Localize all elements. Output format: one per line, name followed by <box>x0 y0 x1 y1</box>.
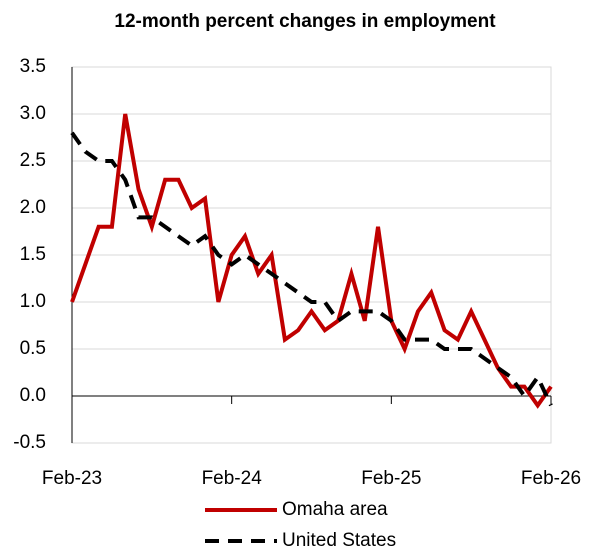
y-tick-label: -0.5 <box>13 432 46 453</box>
y-tick-label: 0.5 <box>20 338 46 359</box>
x-tick-label: Feb-26 <box>521 468 581 489</box>
series-line <box>70 113 553 409</box>
y-tick-label: 2.0 <box>20 197 46 218</box>
legend-label: Omaha area <box>282 499 388 520</box>
y-tick-label: 3.5 <box>20 56 46 77</box>
chart-title: 12-month percent changes in employment <box>114 11 496 32</box>
x-tick-label: Feb-24 <box>202 468 263 489</box>
series-line <box>70 131 553 407</box>
x-tick-label: Feb-25 <box>361 468 421 489</box>
y-tick-label: 1.5 <box>20 244 46 265</box>
y-tick-label: 1.0 <box>20 291 46 312</box>
y-tick-label: 2.5 <box>20 150 46 171</box>
y-tick-label: 3.0 <box>20 103 46 124</box>
x-tick-label: Feb-23 <box>42 468 102 489</box>
y-tick-label: 0.0 <box>20 385 46 406</box>
legend-label: United States <box>282 530 396 551</box>
